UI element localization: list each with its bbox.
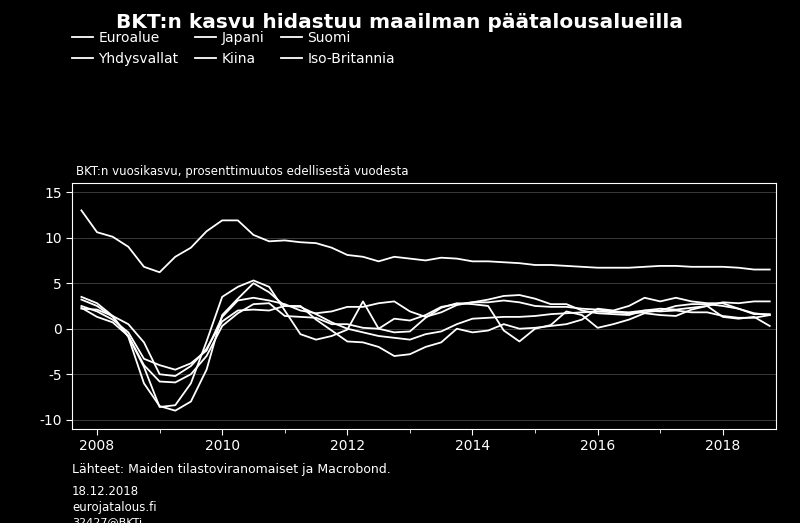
Text: BKT:n vuosikasvu, prosenttimuutos edellisestä vuodesta: BKT:n vuosikasvu, prosenttimuutos edelli… <box>75 165 408 178</box>
Text: Lähteet: Maiden tilastoviranomaiset ja Macrobond.: Lähteet: Maiden tilastoviranomaiset ja M… <box>72 463 390 476</box>
Text: 18.12.2018: 18.12.2018 <box>72 485 139 498</box>
Text: BKT:n kasvu hidastuu maailman päätalousalueilla: BKT:n kasvu hidastuu maailman päätalousa… <box>117 13 683 32</box>
Text: 32427@BKTi: 32427@BKTi <box>72 517 142 523</box>
Legend: Euroalue, Yhdysvallat, Japani, Kiina, Suomi, Iso-Britannia: Euroalue, Yhdysvallat, Japani, Kiina, Su… <box>72 31 395 65</box>
Text: eurojatalous.fi: eurojatalous.fi <box>72 501 157 514</box>
